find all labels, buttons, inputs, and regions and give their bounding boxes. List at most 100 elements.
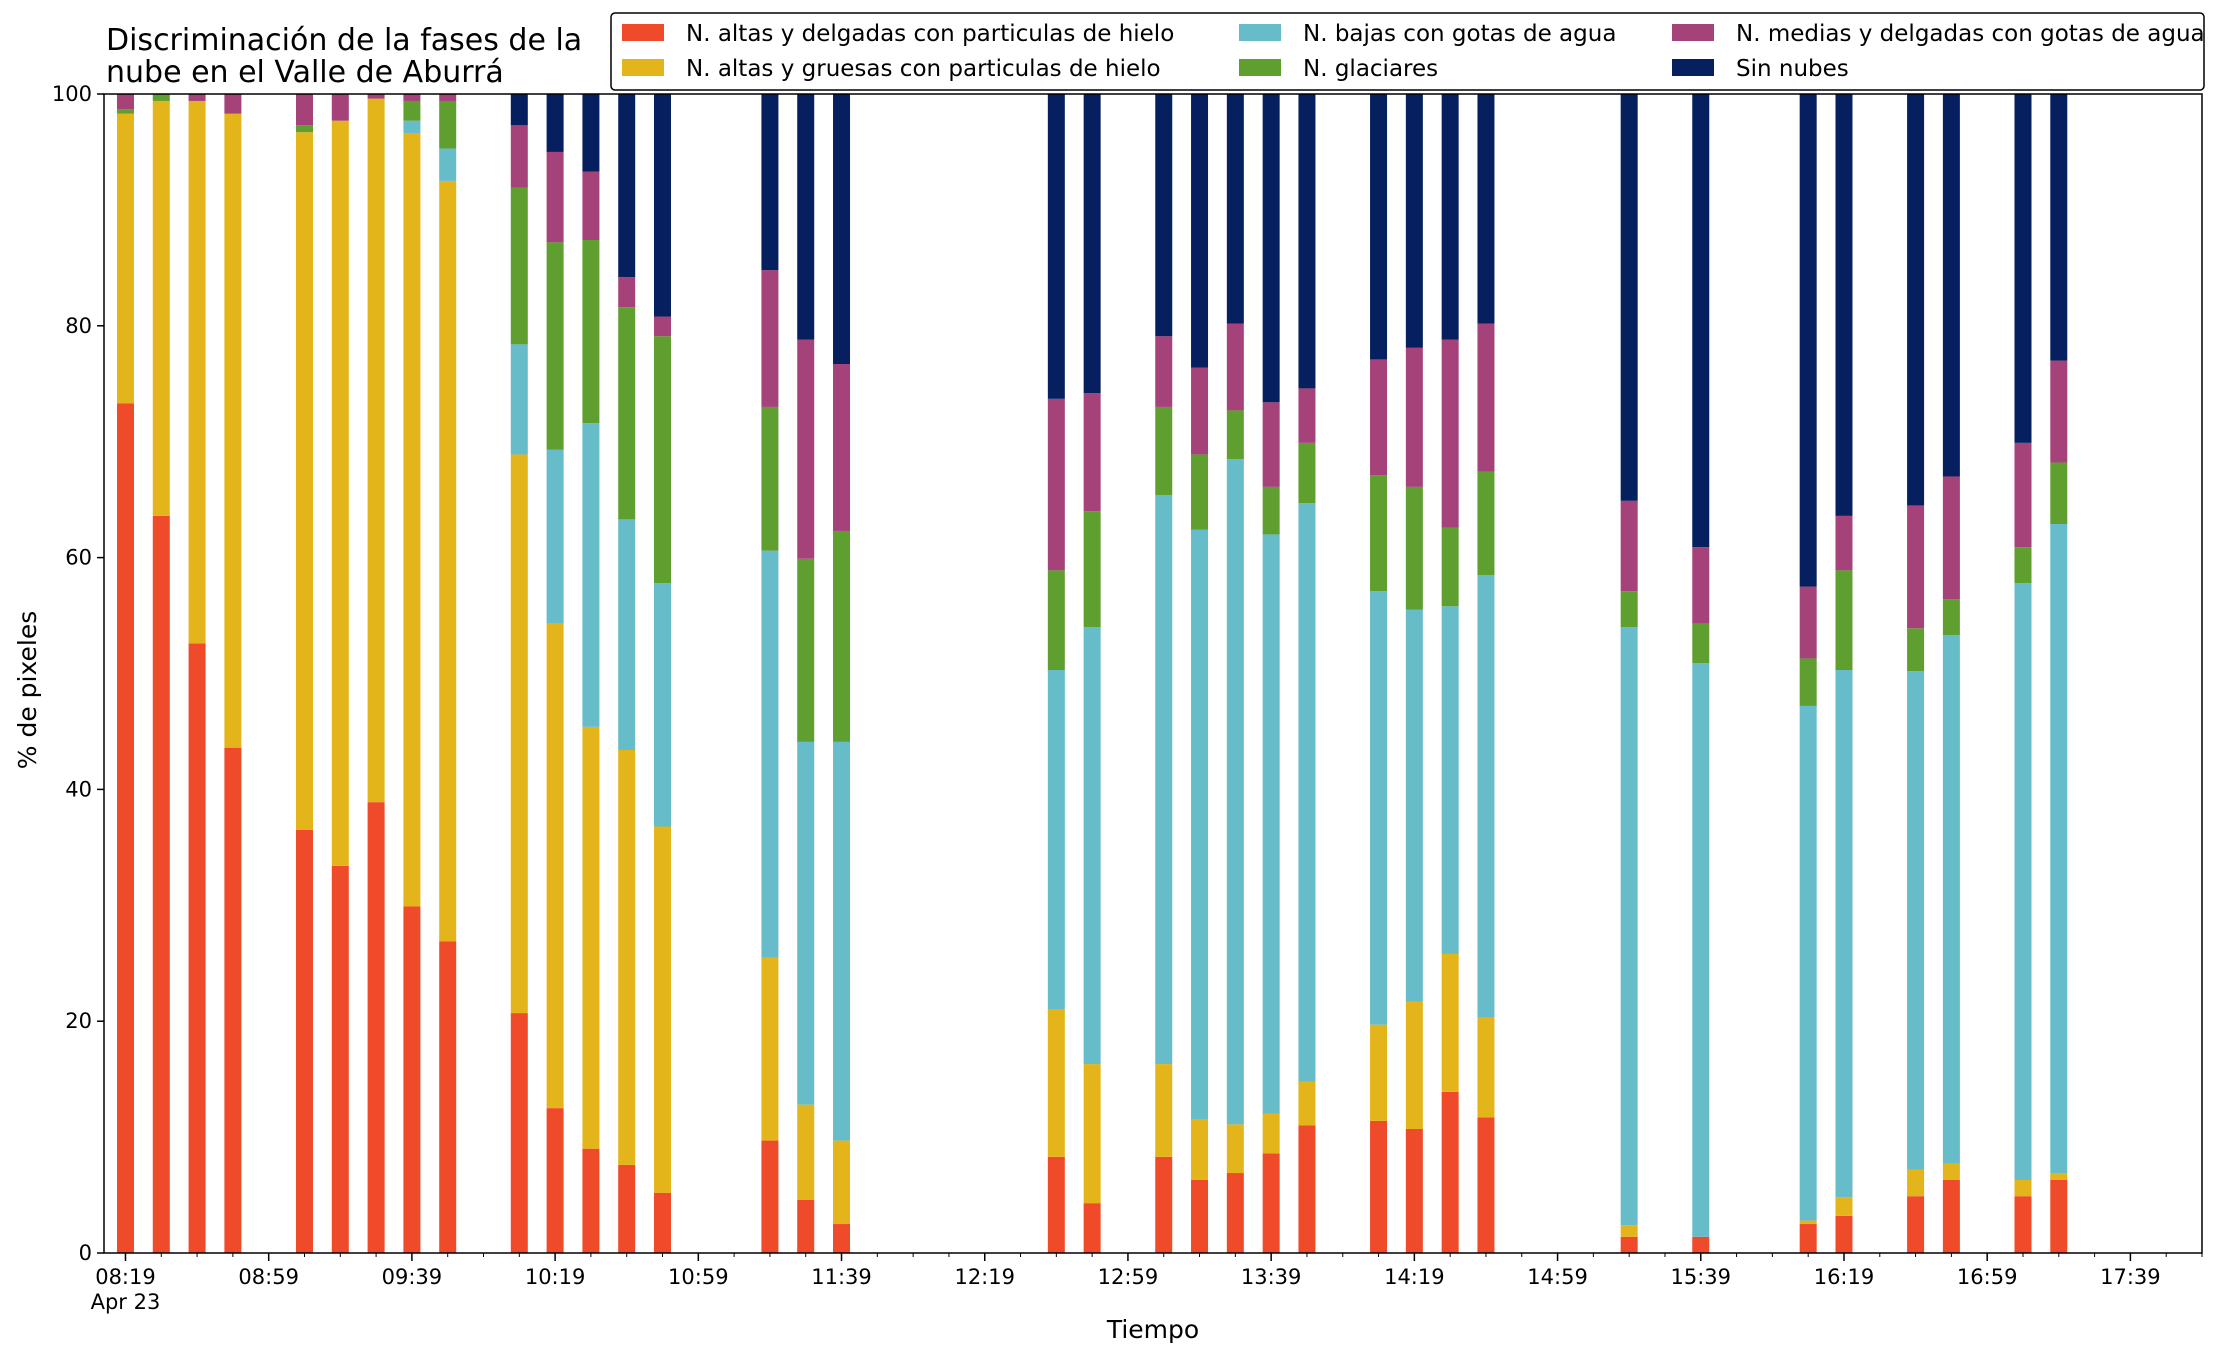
bar-segment-21-series-1: [1226, 1124, 1244, 1174]
bar-segment-34-series-2: [2014, 583, 2032, 1180]
x-tick-label-0: 08:19: [95, 1265, 156, 1289]
legend-label-4: N. medias y delgadas con gotas de agua: [1736, 21, 2205, 47]
bar-segment-32-series-5: [1907, 94, 1925, 506]
bar-segment-12-series-1: [618, 749, 636, 1165]
bar-segment-6-series-0: [367, 802, 385, 1253]
x-tick-sublabel: Apr 23: [91, 1290, 161, 1314]
bar-segment-12-series-4: [618, 277, 636, 308]
bar-segment-13-series-4: [654, 316, 672, 337]
bar-segment-29-series-4: [1692, 547, 1710, 624]
bar-segment-19-series-2: [1155, 495, 1173, 1065]
bar-segment-19-series-3: [1155, 406, 1173, 496]
bar-segment-32-series-1: [1907, 1169, 1925, 1197]
bar-segment-14-series-5: [761, 94, 779, 271]
bar-segment-19-series-1: [1155, 1064, 1173, 1157]
bar-segment-7-series-0: [403, 906, 421, 1253]
bar-segment-29-series-0: [1692, 1236, 1710, 1253]
bar-segment-30-series-0: [1799, 1224, 1817, 1253]
legend-label-2: N. bajas con gotas de agua: [1303, 21, 1616, 47]
chart-title-line-1: Discriminación de la fases de la: [106, 23, 582, 58]
bar-segment-34-series-1: [2014, 1179, 2032, 1197]
bar-segment-4-series-0: [295, 829, 313, 1253]
y-tick-label-1: 20: [65, 1009, 92, 1033]
bar-segment-21-series-3: [1226, 410, 1244, 460]
bar-segment-13-series-5: [654, 94, 672, 317]
bar-segment-26-series-2: [1441, 606, 1459, 954]
legend-swatch-2: [1239, 24, 1281, 41]
bar-segment-10-series-1: [546, 623, 564, 1109]
x-tick-label-3: 10:19: [525, 1265, 586, 1289]
bar-segment-24-series-2: [1370, 591, 1388, 1025]
bar-segment-22-series-5: [1262, 94, 1280, 403]
bar-segment-33-series-5: [1942, 94, 1960, 477]
bar-segment-1-series-1: [152, 100, 170, 516]
bar-segment-9-series-3: [510, 187, 528, 345]
x-tick-label-8: 13:39: [1241, 1265, 1302, 1289]
x-tick-label-1: 08:59: [238, 1265, 299, 1289]
bar-segment-32-series-4: [1907, 505, 1925, 629]
bar-segment-5-series-1: [331, 120, 349, 866]
bar-segment-15-series-4: [797, 339, 815, 559]
bar-segment-7-series-4: [403, 94, 421, 101]
bar-segment-8-series-2: [439, 148, 457, 181]
y-axis-label: % de pixeles: [13, 611, 42, 769]
bar-segment-28-series-0: [1620, 1236, 1638, 1253]
legend-label-1: N. altas y gruesas con particulas de hie…: [686, 56, 1161, 82]
bar-segment-33-series-1: [1942, 1163, 1960, 1180]
x-tick-label-9: 14:19: [1384, 1265, 1445, 1289]
bar-segment-25-series-5: [1405, 94, 1423, 348]
bar-segment-27-series-2: [1477, 574, 1495, 1018]
bar-segment-30-series-2: [1799, 705, 1817, 1221]
bar-segment-6-series-4: [367, 94, 385, 99]
bar-segment-31-series-3: [1835, 570, 1853, 671]
legend-swatch-4: [1672, 24, 1714, 41]
bar-segment-9-series-4: [510, 125, 528, 188]
bar-segment-28-series-1: [1620, 1225, 1638, 1237]
legend-box: [610, 12, 2205, 91]
x-tick-label-5: 11:39: [811, 1265, 872, 1289]
bar-segment-28-series-3: [1620, 591, 1638, 628]
bar-segment-25-series-1: [1405, 1001, 1423, 1129]
bar-segment-32-series-3: [1907, 628, 1925, 672]
bar-segment-16-series-2: [833, 741, 851, 1141]
bar-segment-27-series-1: [1477, 1017, 1495, 1118]
bar-segment-1-series-0: [152, 515, 170, 1253]
bar-segment-10-series-3: [546, 242, 564, 450]
bar-segment-23-series-1: [1298, 1081, 1316, 1126]
bar-segment-5-series-0: [331, 865, 349, 1253]
x-tick-label-14: 17:39: [2100, 1265, 2161, 1289]
bar-segment-11-series-3: [582, 240, 600, 424]
bar-segment-11-series-0: [582, 1148, 600, 1253]
bar-segment-12-series-2: [618, 519, 636, 750]
x-tick-label-11: 15:39: [1671, 1265, 1732, 1289]
bar-segment-19-series-5: [1155, 94, 1173, 337]
legend-label-3: N. glaciares: [1303, 56, 1438, 82]
x-tick-label-10: 14:59: [1527, 1265, 1588, 1289]
bar-segment-18-series-4: [1083, 393, 1101, 512]
bar-segment-20-series-2: [1191, 529, 1209, 1120]
bar-segment-25-series-2: [1405, 609, 1423, 1002]
bar-segment-35-series-4: [2050, 360, 2068, 463]
bar-segment-33-series-2: [1942, 635, 1960, 1164]
bar-segment-15-series-2: [797, 741, 815, 1105]
bar-segment-33-series-4: [1942, 476, 1960, 600]
bar-segment-21-series-4: [1226, 323, 1244, 411]
bar-segment-16-series-0: [833, 1224, 851, 1253]
bar-segment-22-series-4: [1262, 402, 1280, 487]
x-axis: 08:19 08:59 09:39 10:19 10:59 11:39 12:19 12:59…: [91, 1253, 2203, 1314]
bar-segment-34-series-0: [2014, 1196, 2032, 1253]
bar-segment-8-series-4: [439, 94, 457, 101]
bar-segment-6-series-1: [367, 98, 385, 803]
bar-segment-13-series-3: [654, 336, 672, 584]
bars-group: [116, 94, 2068, 1254]
bar-segment-31-series-0: [1835, 1215, 1853, 1253]
bar-segment-22-series-2: [1262, 534, 1280, 1114]
bar-segment-17-series-2: [1047, 670, 1065, 1010]
bar-segment-14-series-2: [761, 550, 779, 958]
bar-segment-4-series-4: [295, 94, 313, 126]
bar-segment-18-series-3: [1083, 511, 1101, 628]
bar-segment-16-series-5: [833, 94, 851, 365]
bar-segment-25-series-0: [1405, 1128, 1423, 1253]
